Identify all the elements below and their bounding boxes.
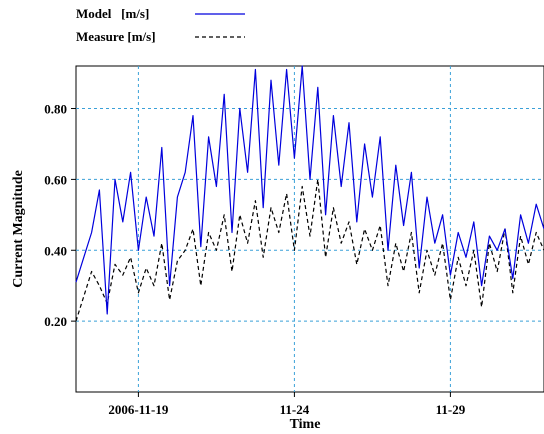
legend-label-measure: Measure [m/s] xyxy=(76,29,156,44)
legend-label-model: Model [m/s] xyxy=(76,6,149,21)
x-tick-label: 11-24 xyxy=(280,402,310,417)
y-axis-label: Current Magnitude xyxy=(11,170,26,288)
y-tick-label: 0.40 xyxy=(44,243,67,258)
series-line-measure xyxy=(75,178,544,322)
plot-area xyxy=(75,65,544,393)
y-tick-label: 0.20 xyxy=(44,314,67,329)
legend: Model [m/s] Measure [m/s] xyxy=(76,6,245,44)
x-axis: 2006-11-19 11-24 11-29 xyxy=(108,392,466,417)
y-tick-label: 0.80 xyxy=(44,102,67,117)
x-tick-label: 2006-11-19 xyxy=(108,402,168,417)
y-axis: 0.20 0.40 0.60 0.80 xyxy=(44,102,76,329)
series-line-model xyxy=(75,65,544,315)
x-axis-label: Time xyxy=(290,417,321,432)
series-layer xyxy=(75,65,544,322)
y-tick-label: 0.60 xyxy=(44,172,67,187)
x-tick-label: 11-29 xyxy=(436,402,466,417)
